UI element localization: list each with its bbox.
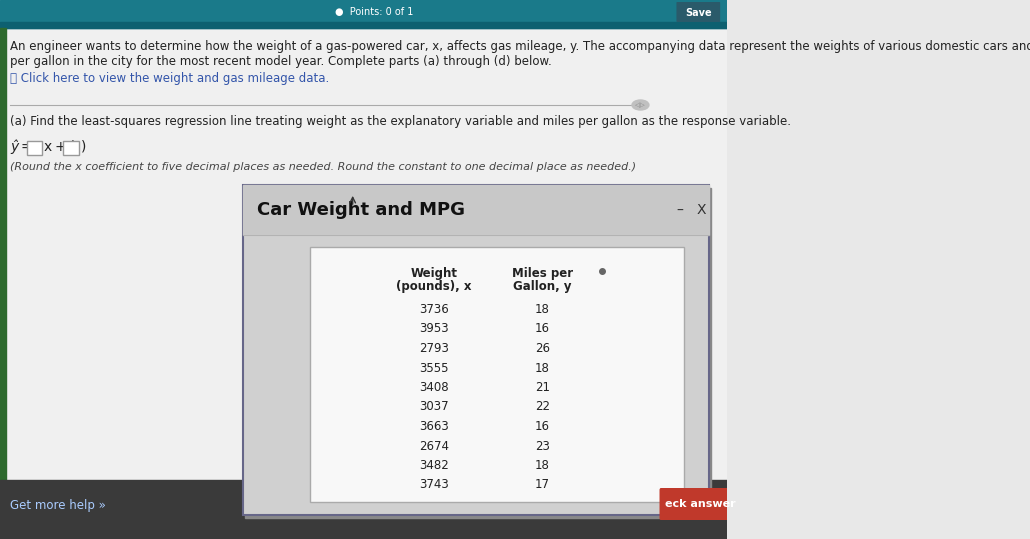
Text: ŷ =: ŷ = xyxy=(10,140,33,155)
Text: 17: 17 xyxy=(535,479,550,492)
Text: Car Weight and MPG: Car Weight and MPG xyxy=(258,201,466,219)
Text: x + (: x + ( xyxy=(43,140,74,154)
Text: Save: Save xyxy=(685,8,712,18)
Text: eck answer: eck answer xyxy=(665,499,735,509)
Text: 3736: 3736 xyxy=(419,303,449,316)
Text: 2793: 2793 xyxy=(419,342,449,355)
Text: Weight: Weight xyxy=(410,267,457,280)
Text: Get more help »: Get more help » xyxy=(10,499,106,512)
Text: ●  Points: 0 of 1: ● Points: 0 of 1 xyxy=(335,7,413,17)
Text: An engineer wants to determine how the weight of a gas-powered car, x, affects g: An engineer wants to determine how the w… xyxy=(10,40,1030,53)
Bar xyxy=(310,247,684,502)
Text: 18: 18 xyxy=(535,362,550,375)
Text: 23: 23 xyxy=(535,439,550,453)
Text: –   X: – X xyxy=(677,203,706,217)
Text: (pounds), x: (pounds), x xyxy=(396,280,472,293)
Text: 3408: 3408 xyxy=(419,381,448,394)
Text: 18: 18 xyxy=(535,459,550,472)
Text: 22: 22 xyxy=(535,400,550,413)
Bar xyxy=(64,141,79,155)
Bar xyxy=(245,188,711,518)
Text: ◁▷: ◁▷ xyxy=(636,102,646,108)
Bar xyxy=(0,28,5,539)
Text: per gallon in the city for the most recent model year. Complete parts (a) throug: per gallon in the city for the most rece… xyxy=(10,55,552,68)
Text: 16: 16 xyxy=(535,420,550,433)
Text: ⓘ Click here to view the weight and gas mileage data.: ⓘ Click here to view the weight and gas … xyxy=(10,72,330,85)
Bar xyxy=(243,185,709,515)
Text: 3037: 3037 xyxy=(419,400,448,413)
FancyBboxPatch shape xyxy=(659,488,729,520)
Text: 18: 18 xyxy=(535,303,550,316)
Text: Gallon, y: Gallon, y xyxy=(513,280,572,293)
Bar xyxy=(0,0,726,28)
Text: 3743: 3743 xyxy=(419,479,449,492)
Text: 3663: 3663 xyxy=(419,420,449,433)
Bar xyxy=(27,141,42,155)
Text: 21: 21 xyxy=(535,381,550,394)
Text: 3482: 3482 xyxy=(419,459,449,472)
Text: 26: 26 xyxy=(535,342,550,355)
Text: (a) Find the least-squares regression line treating weight as the explanatory va: (a) Find the least-squares regression li… xyxy=(10,115,791,128)
Text: 3555: 3555 xyxy=(419,362,448,375)
Text: ): ) xyxy=(80,140,85,154)
Bar xyxy=(0,22,726,28)
Bar xyxy=(243,185,709,235)
Text: 16: 16 xyxy=(535,322,550,335)
Ellipse shape xyxy=(632,100,649,110)
Text: (Round the x coefficient to five decimal places as needed. Round the constant to: (Round the x coefficient to five decimal… xyxy=(10,162,636,172)
Bar xyxy=(0,480,726,539)
Text: 3953: 3953 xyxy=(419,322,448,335)
Text: 2674: 2674 xyxy=(419,439,449,453)
FancyBboxPatch shape xyxy=(677,2,720,22)
Text: Miles per: Miles per xyxy=(512,267,573,280)
